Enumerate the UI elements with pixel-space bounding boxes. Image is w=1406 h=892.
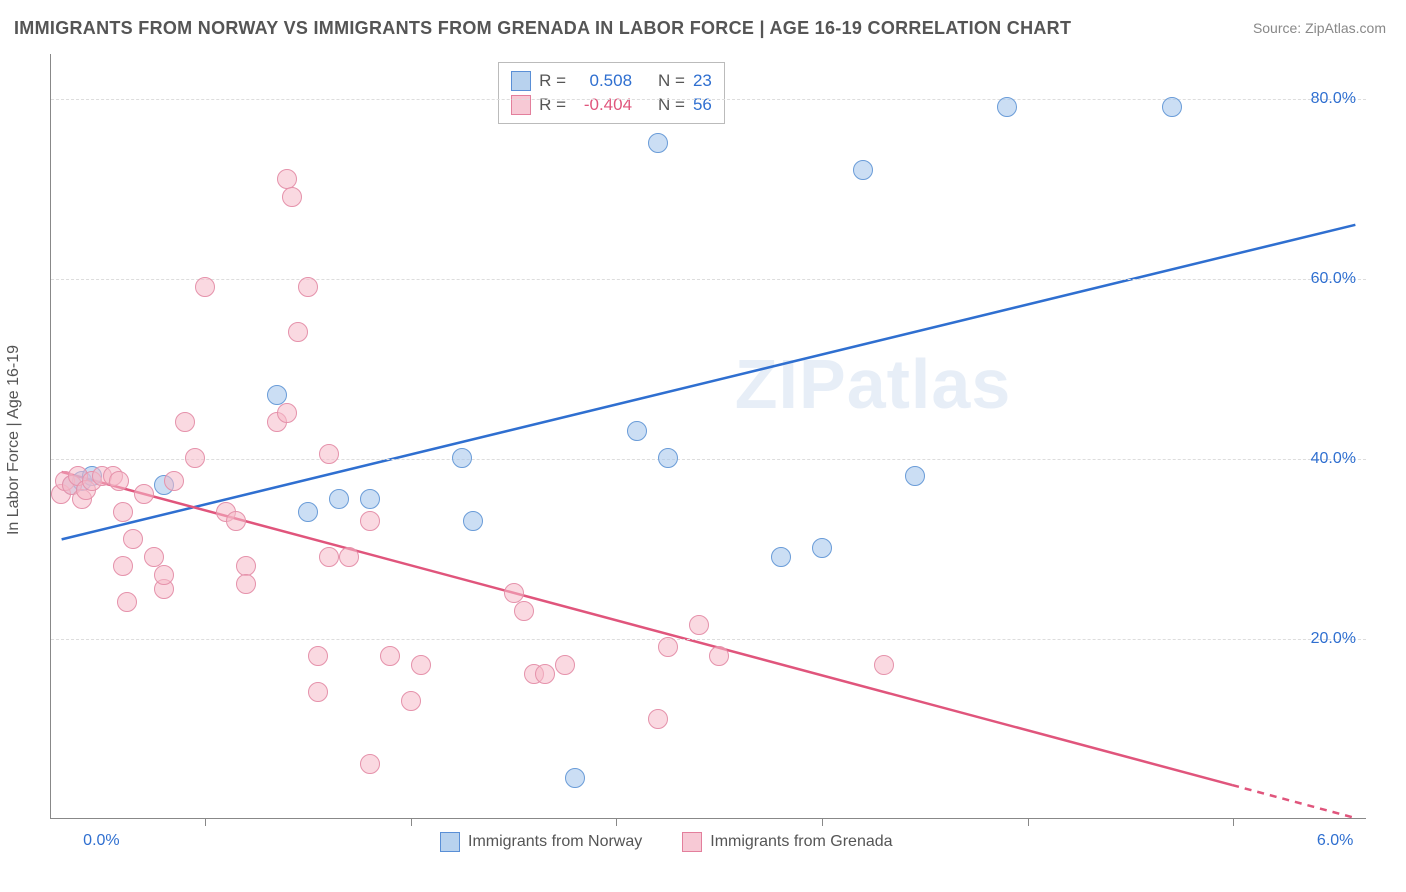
- data-point: [226, 511, 246, 531]
- data-point: [319, 444, 339, 464]
- data-point: [298, 502, 318, 522]
- legend-item: Immigrants from Norway: [440, 832, 642, 852]
- data-point: [812, 538, 832, 558]
- data-point: [360, 489, 380, 509]
- data-point: [117, 592, 137, 612]
- data-point: [277, 169, 297, 189]
- data-point: [195, 277, 215, 297]
- data-point: [648, 709, 668, 729]
- legend-swatch: [682, 832, 702, 852]
- data-point: [771, 547, 791, 567]
- data-point: [329, 489, 349, 509]
- data-point: [514, 601, 534, 621]
- trend-lines-layer: [51, 54, 1366, 818]
- data-point: [282, 187, 302, 207]
- data-point: [308, 646, 328, 666]
- data-point: [627, 421, 647, 441]
- data-point: [565, 768, 585, 788]
- data-point: [319, 547, 339, 567]
- legend-stat-row: R = -0.404 N = 56: [511, 93, 712, 117]
- data-point: [175, 412, 195, 432]
- x-tick-label: 0.0%: [83, 832, 119, 850]
- data-point: [134, 484, 154, 504]
- y-tick-label: 60.0%: [1311, 270, 1356, 288]
- plot-area: ZIPatlas R =0.508N =23R =-0.404N =56 20.…: [50, 54, 1366, 819]
- x-tick: [1028, 818, 1029, 826]
- data-point: [709, 646, 729, 666]
- gridline-h: [51, 459, 1366, 460]
- n-value: 23: [693, 69, 712, 93]
- data-point: [905, 466, 925, 486]
- data-point: [452, 448, 472, 468]
- x-tick: [616, 818, 617, 826]
- n-label: N =: [658, 93, 685, 117]
- data-point: [535, 664, 555, 684]
- r-label: R =: [539, 93, 566, 117]
- y-tick-label: 20.0%: [1311, 630, 1356, 648]
- x-tick-label: 6.0%: [1317, 832, 1353, 850]
- data-point: [308, 682, 328, 702]
- x-tick: [822, 818, 823, 826]
- y-axis-label: In Labor Force | Age 16-19: [5, 345, 23, 535]
- data-point: [997, 97, 1017, 117]
- legend-item: Immigrants from Grenada: [682, 832, 892, 852]
- data-point: [339, 547, 359, 567]
- x-tick: [411, 818, 412, 826]
- legend-stat-row: R = 0.508 N = 23: [511, 69, 712, 93]
- r-label: R =: [539, 69, 566, 93]
- data-point: [360, 511, 380, 531]
- data-point: [288, 322, 308, 342]
- data-point: [874, 655, 894, 675]
- data-point: [113, 556, 133, 576]
- r-value: 0.508: [574, 69, 632, 93]
- data-point: [144, 547, 164, 567]
- data-point: [113, 502, 133, 522]
- data-point: [236, 574, 256, 594]
- data-point: [463, 511, 483, 531]
- y-tick-label: 80.0%: [1311, 90, 1356, 108]
- data-point: [109, 471, 129, 491]
- series-legend: Immigrants from Norway Immigrants from Gr…: [440, 832, 893, 852]
- x-tick: [205, 818, 206, 826]
- data-point: [504, 583, 524, 603]
- chart-title: IMMIGRANTS FROM NORWAY VS IMMIGRANTS FRO…: [14, 18, 1071, 39]
- data-point: [555, 655, 575, 675]
- data-point: [689, 615, 709, 635]
- data-point: [411, 655, 431, 675]
- data-point: [277, 403, 297, 423]
- legend-label: Immigrants from Grenada: [710, 833, 892, 851]
- legend-swatch: [440, 832, 460, 852]
- data-point: [236, 556, 256, 576]
- data-point: [123, 529, 143, 549]
- chart-container: IMMIGRANTS FROM NORWAY VS IMMIGRANTS FRO…: [0, 0, 1406, 892]
- trend-line: [62, 225, 1356, 540]
- r-value: -0.404: [574, 93, 632, 117]
- data-point: [154, 565, 174, 585]
- legend-label: Immigrants from Norway: [468, 833, 642, 851]
- data-point: [185, 448, 205, 468]
- source-label: Source: ZipAtlas.com: [1253, 20, 1386, 36]
- data-point: [1162, 97, 1182, 117]
- y-tick-label: 40.0%: [1311, 450, 1356, 468]
- data-point: [658, 637, 678, 657]
- data-point: [164, 471, 184, 491]
- data-point: [648, 133, 668, 153]
- data-point: [380, 646, 400, 666]
- correlation-legend: R = 0.508 N = 23 R = -0.404 N = 56: [498, 62, 725, 124]
- data-point: [853, 160, 873, 180]
- data-point: [401, 691, 421, 711]
- x-tick: [1233, 818, 1234, 826]
- legend-swatch: [511, 95, 531, 115]
- n-value: 56: [693, 93, 712, 117]
- gridline-h: [51, 639, 1366, 640]
- data-point: [267, 385, 287, 405]
- gridline-h: [51, 279, 1366, 280]
- data-point: [360, 754, 380, 774]
- legend-swatch: [511, 71, 531, 91]
- data-point: [298, 277, 318, 297]
- n-label: N =: [658, 69, 685, 93]
- data-point: [658, 448, 678, 468]
- trend-line-dashed: [1232, 785, 1355, 818]
